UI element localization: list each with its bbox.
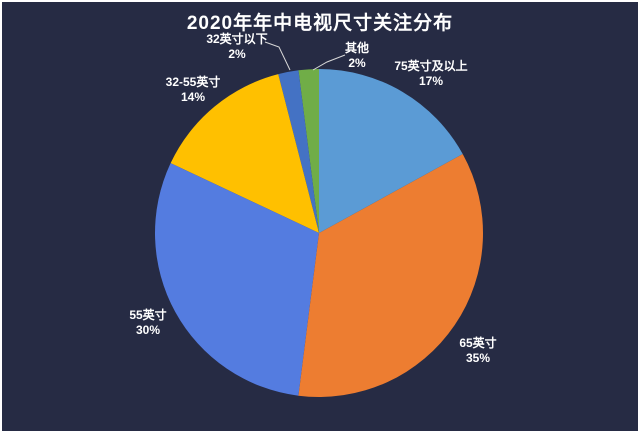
slice-label-pct: 17% xyxy=(418,74,444,88)
slice-label-pct: 2% xyxy=(228,47,246,61)
slice-label-32-55in: 32-55英寸 14% xyxy=(166,75,221,105)
slice-label-pct: 30% xyxy=(135,323,161,337)
chart-title: 2020年年中电视尺寸关注分布 xyxy=(186,13,454,34)
slice-label-32in-below: 32英寸以下 2% xyxy=(206,32,267,62)
slice-label-other: 其他 2% xyxy=(345,41,369,71)
slice-label-text: 32英寸以下 xyxy=(206,32,268,46)
callout-line-other xyxy=(312,54,346,71)
slice-label-pct: 2% xyxy=(348,56,366,70)
pie-slice-75英寸及以上 xyxy=(319,69,463,233)
pie-slice-32-55英寸 xyxy=(170,74,319,234)
slice-label-55in: 55英寸 30% xyxy=(129,308,166,338)
slice-label-text: 55英寸 xyxy=(129,308,167,322)
slice-label-text: 75英寸及以上 xyxy=(394,59,468,73)
slice-label-65in: 65英寸 35% xyxy=(459,336,496,366)
slice-label-75in-plus: 75英寸及以上 17% xyxy=(394,59,467,89)
slice-label-text: 32-55英寸 xyxy=(165,75,221,89)
slice-label-text: 其他 xyxy=(344,41,370,55)
slice-label-text: 65英寸 xyxy=(459,336,497,350)
pie-slice-65英寸 xyxy=(298,153,483,398)
callout-line-32in-below xyxy=(264,41,291,71)
pie-slice-其他 xyxy=(298,69,319,233)
slice-label-pct: 35% xyxy=(465,351,491,365)
pie-slice-32英寸以下 xyxy=(278,70,319,233)
slice-label-pct: 14% xyxy=(180,90,206,104)
pie-slice-55英寸 xyxy=(154,163,319,396)
